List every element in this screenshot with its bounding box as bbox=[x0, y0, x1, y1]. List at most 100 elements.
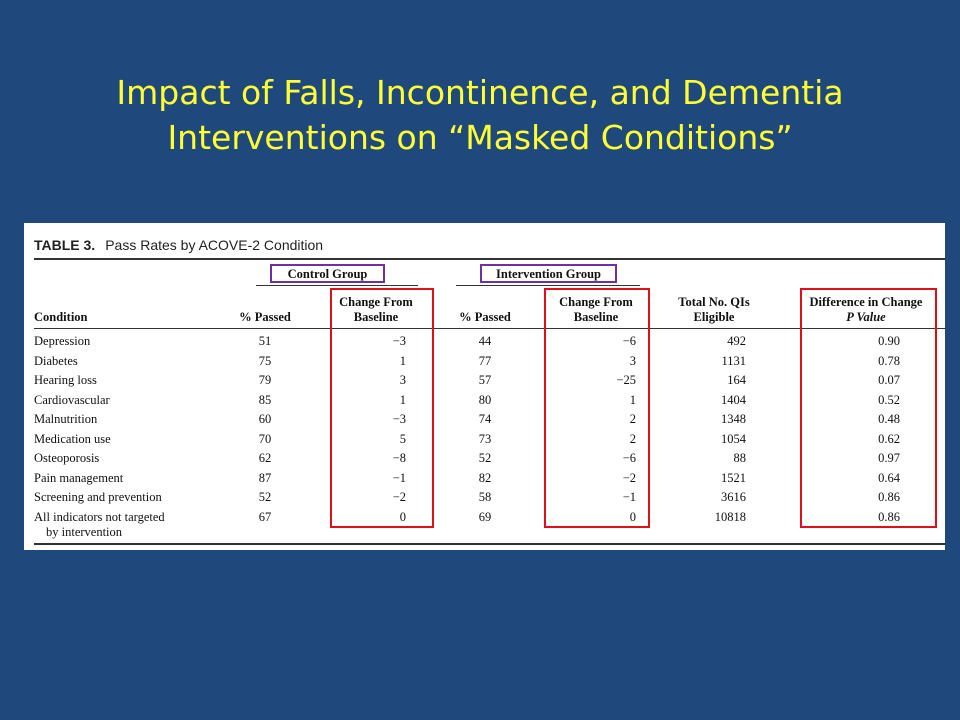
header-total-1: Total No. QIs bbox=[678, 295, 750, 309]
table-row: Diabetes 75 1 77 3 1131 0.78 bbox=[24, 354, 945, 373]
header-difference-2: P Value bbox=[846, 310, 886, 324]
cell-condition: All indicators not targeted bbox=[34, 509, 165, 524]
cell-c-change: −3 bbox=[392, 412, 406, 426]
slide-title-line-2: Interventions on “Masked Conditions” bbox=[167, 118, 793, 157]
difference-pvalue-highlight bbox=[800, 288, 937, 528]
table-row: Malnutrition 60 −3 74 2 1348 0.48 bbox=[24, 412, 945, 431]
cell-total: 1054 bbox=[721, 431, 746, 446]
cell-c-change: 1 bbox=[399, 392, 406, 407]
header-total-2: Eligible bbox=[693, 310, 735, 324]
cell-c-change: −8 bbox=[392, 451, 406, 465]
table-row: All indicators not targeted 67 0 69 0 10818 0.… bbox=[24, 509, 945, 539]
table-row: Pain management 87 −1 82 −2 1521 0.64 bbox=[24, 471, 945, 490]
table-row: Cardiovascular 85 1 80 1 1404 0.52 bbox=[24, 393, 945, 412]
cell-p: 0.86 bbox=[878, 509, 900, 524]
top-rule bbox=[34, 258, 945, 260]
cell-i-pass: 73 bbox=[478, 431, 492, 446]
cell-p: 0.07 bbox=[878, 373, 900, 387]
cell-p: 0.90 bbox=[878, 334, 900, 348]
table-row: Osteoporosis 62 −8 52 −6 88 0.97 bbox=[24, 451, 945, 470]
cell-c-pass: 79 bbox=[258, 373, 272, 387]
cell-i-change: −6 bbox=[622, 451, 636, 465]
cell-total: 1521 bbox=[721, 470, 746, 485]
header-intervention-change-2: Baseline bbox=[573, 310, 619, 324]
cell-i-pass: 74 bbox=[478, 412, 492, 426]
cell-c-pass: 75 bbox=[258, 353, 272, 368]
cell-i-change: 0 bbox=[629, 509, 636, 524]
control-change-highlight bbox=[330, 288, 434, 528]
cell-p: 0.52 bbox=[878, 392, 900, 407]
slide-title: Impact of Falls, Incontinence, and Demen… bbox=[40, 70, 920, 160]
table-caption-text: Pass Rates by ACOVE-2 Condition bbox=[105, 237, 324, 253]
cell-condition: Screening and prevention bbox=[34, 490, 162, 504]
cell-total: 3616 bbox=[721, 490, 746, 504]
cell-condition: Depression bbox=[34, 334, 91, 348]
header-difference-1: Difference in Change bbox=[809, 295, 923, 309]
cell-c-change: 3 bbox=[399, 373, 406, 387]
cell-c-pass: 62 bbox=[258, 451, 272, 465]
cell-condition: Osteoporosis bbox=[34, 451, 100, 465]
cell-i-change: 2 bbox=[629, 431, 636, 446]
cell-i-change: 2 bbox=[629, 412, 636, 426]
slide-title-line-1: Impact of Falls, Incontinence, and Demen… bbox=[116, 73, 844, 112]
cell-p: 0.64 bbox=[878, 470, 900, 485]
header-rule bbox=[34, 328, 945, 329]
control-group-rule bbox=[256, 285, 418, 286]
cell-i-change: 3 bbox=[629, 353, 636, 368]
table-panel: TABLE 3. Pass Rates by ACOVE-2 Condition … bbox=[24, 223, 945, 550]
table-number: TABLE 3. bbox=[34, 237, 96, 253]
cell-total: 1404 bbox=[721, 392, 746, 407]
cell-i-change: 1 bbox=[629, 392, 636, 407]
cell-c-change: −3 bbox=[392, 334, 406, 348]
cell-c-pass: 52 bbox=[258, 490, 272, 504]
cell-i-pass: 77 bbox=[478, 353, 492, 368]
cell-c-pass: 87 bbox=[258, 470, 272, 485]
intervention-group-rule bbox=[456, 285, 640, 286]
cell-c-pass: 85 bbox=[258, 392, 272, 407]
cell-total: 164 bbox=[727, 373, 746, 387]
table-caption: TABLE 3. Pass Rates by ACOVE-2 Condition bbox=[34, 237, 323, 253]
cell-condition: Cardiovascular bbox=[34, 392, 110, 407]
header-control-change-1: Change From bbox=[339, 295, 413, 309]
intervention-group-label: Intervention Group bbox=[480, 264, 617, 283]
cell-p: 0.48 bbox=[878, 412, 900, 426]
cell-condition: Pain management bbox=[34, 470, 124, 485]
cell-p: 0.97 bbox=[878, 451, 900, 465]
cell-i-pass: 69 bbox=[478, 509, 492, 524]
cell-c-change: −2 bbox=[392, 490, 406, 504]
cell-i-change: −6 bbox=[622, 334, 636, 348]
cell-condition: Malnutrition bbox=[34, 412, 98, 426]
cell-total: 10818 bbox=[714, 509, 746, 524]
header-intervention-change-1: Change From bbox=[559, 295, 633, 309]
cell-i-pass: 44 bbox=[478, 334, 492, 348]
table-row: Depression 51 −3 44 −6 492 0.90 bbox=[24, 334, 945, 353]
cell-i-pass: 80 bbox=[478, 392, 492, 407]
cell-i-change: −25 bbox=[616, 373, 636, 387]
header-control-change-2: Baseline bbox=[353, 310, 399, 324]
header-condition: Condition bbox=[34, 310, 88, 324]
cell-total: 1348 bbox=[721, 412, 746, 426]
cell-i-pass: 58 bbox=[478, 490, 492, 504]
cell-c-change: 1 bbox=[399, 353, 406, 368]
header-intervention-pct-passed: % Passed bbox=[459, 310, 511, 324]
cell-total: 492 bbox=[727, 334, 746, 348]
control-group-label: Control Group bbox=[270, 264, 385, 283]
cell-i-pass: 82 bbox=[478, 470, 492, 485]
header-control-pct-passed: % Passed bbox=[239, 310, 291, 324]
cell-i-pass: 52 bbox=[478, 451, 492, 465]
cell-p: 0.86 bbox=[878, 490, 900, 504]
cell-i-pass: 57 bbox=[478, 373, 492, 387]
cell-condition: Hearing loss bbox=[34, 373, 97, 387]
cell-condition: Medication use bbox=[34, 431, 111, 446]
bottom-rule bbox=[34, 543, 945, 545]
cell-condition-line-2: by intervention bbox=[46, 524, 123, 539]
table-row: Medication use 70 5 73 2 1054 0.62 bbox=[24, 432, 945, 451]
cell-c-pass: 67 bbox=[258, 509, 272, 524]
table-row: Hearing loss 79 3 57 −25 164 0.07 bbox=[24, 373, 945, 392]
cell-c-change: 5 bbox=[399, 431, 406, 446]
cell-c-change: −1 bbox=[392, 470, 406, 485]
cell-c-change: 0 bbox=[399, 509, 406, 524]
cell-c-pass: 70 bbox=[258, 431, 272, 446]
cell-i-change: −1 bbox=[622, 490, 636, 504]
cell-c-pass: 60 bbox=[258, 412, 272, 426]
